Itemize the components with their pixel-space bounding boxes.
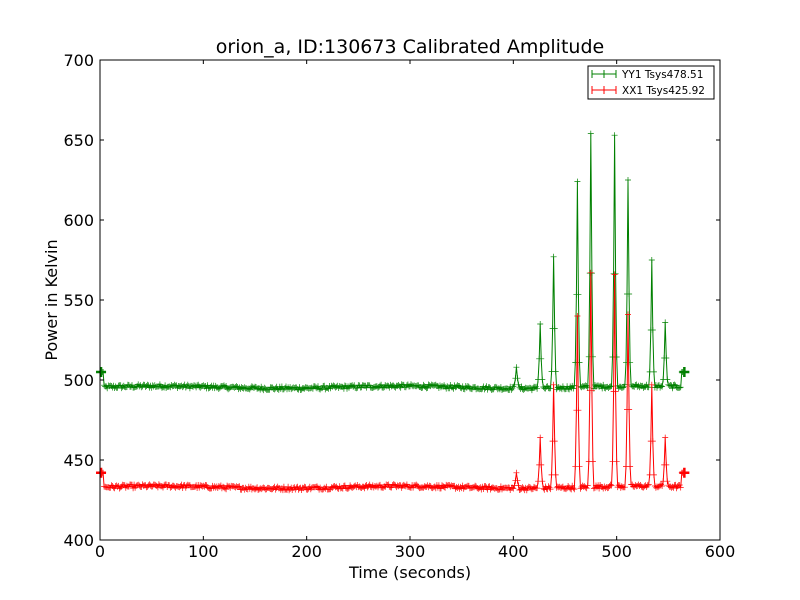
legend: YY1 Tsys478.51 XX1 Tsys425.92 xyxy=(587,65,715,100)
series-end-marker xyxy=(96,467,107,478)
legend-label-yy1: YY1 Tsys478.51 xyxy=(621,69,703,81)
x-tick-label: 600 xyxy=(705,542,736,561)
legend-marker-xx1 xyxy=(591,86,617,94)
y-tick-label: 450 xyxy=(63,451,94,470)
y-axis-label: Power in Kelvin xyxy=(42,239,61,360)
x-axis-label: Time (seconds) xyxy=(348,563,471,582)
x-tick-label: 200 xyxy=(291,542,322,561)
series-end-marker xyxy=(679,367,690,377)
y-tick-label: 700 xyxy=(63,51,94,70)
x-tick-label: 100 xyxy=(188,542,219,561)
series-layer xyxy=(96,130,690,494)
chart-title: orion_a, ID:130673 Calibrated Amplitude xyxy=(216,36,604,58)
y-tick-label: 500 xyxy=(63,371,94,390)
x-tick-label: 300 xyxy=(395,542,426,561)
legend-marker-yy1 xyxy=(591,70,617,78)
y-tick-label: 600 xyxy=(63,211,94,230)
legend-label-xx1: XX1 Tsys425.92 xyxy=(622,85,705,97)
y-tick-label: 650 xyxy=(63,131,94,150)
x-tick-label: 500 xyxy=(601,542,632,561)
y-tick-label: 400 xyxy=(63,531,94,550)
legend-box xyxy=(587,65,715,100)
y-tick-label: 550 xyxy=(63,291,94,310)
x-tick-label: 0 xyxy=(95,542,105,561)
ticks-layer: 0 100 200 300 400 500 600 400 450 500 550 600 650 700 xyxy=(63,51,735,561)
x-tick-label: 400 xyxy=(498,542,529,561)
series-end-marker xyxy=(96,367,107,377)
series-end-marker xyxy=(679,467,690,478)
